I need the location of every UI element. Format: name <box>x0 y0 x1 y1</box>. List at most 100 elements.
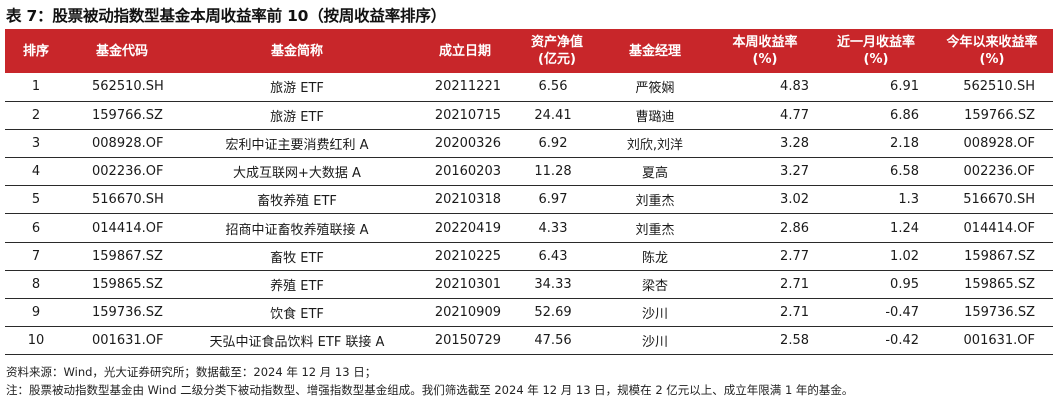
cell-manager: 刘重杰 <box>635 222 675 238</box>
cell-month-return: 6.58 <box>890 164 919 180</box>
cell-nav: 6.56 <box>538 79 568 95</box>
cell-code: 008928.OF <box>92 135 164 151</box>
cell-nav: 52.69 <box>534 305 572 321</box>
cell-manager: 曹璐迪 <box>635 109 675 125</box>
table-row: 7 159867.SZ 畜牧 ETF 20210225 6.43 陈龙 2.77 1.02 15… <box>5 242 1053 271</box>
cell-name: 旅游 ETF <box>270 109 324 125</box>
cell-rank: 5 <box>31 192 41 208</box>
cell-date: 20210225 <box>434 248 501 264</box>
methodology-note: 注：股票被动指数型基金由 Wind 二级分类下被动指数型、增强指数型基金组成。我… <box>6 383 854 397</box>
header-code: 基金代码 <box>95 43 148 59</box>
cell-week-return: 4.77 <box>780 107 809 123</box>
cell-code: 014414.OF <box>92 220 164 236</box>
cell-date: 20160203 <box>434 164 501 180</box>
cell-rank: 2 <box>31 107 41 123</box>
cell-month-return: 0.95 <box>890 276 919 292</box>
cell-nav: 11.28 <box>534 164 572 180</box>
cell-rank: 7 <box>31 248 41 264</box>
cell-manager: 刘重杰 <box>635 194 675 210</box>
header-nav-line2: (亿元) <box>538 52 576 67</box>
cell-ytd-return: 159865.SZ <box>964 276 1035 292</box>
cell-code: 159867.SZ <box>92 248 163 264</box>
header-ytd-line2: (%) <box>979 52 1005 67</box>
footnotes: 资料来源：Wind，光大证券研究所；数据截至：2024 年 12 月 13 日；… <box>6 363 853 399</box>
cell-week-return: 2.77 <box>780 248 809 264</box>
cell-date: 20210715 <box>434 107 501 123</box>
cell-manager: 梁杏 <box>641 278 668 294</box>
cell-date: 20200326 <box>434 135 501 151</box>
cell-manager: 沙川 <box>641 307 668 323</box>
cell-month-return: 6.91 <box>890 79 919 95</box>
header-week-line2: (%) <box>752 52 778 67</box>
cell-name: 天弘中证食品饮料 ETF 联接 A <box>209 335 385 351</box>
cell-nav: 6.43 <box>538 248 568 264</box>
cell-name: 饮食 ETF <box>270 307 324 323</box>
header-ytd-line1: 今年以来收益率 <box>946 35 1038 50</box>
cell-rank: 9 <box>31 305 41 321</box>
header-week-line1: 本周收益率 <box>732 35 798 50</box>
header-date: 成立日期 <box>438 43 491 59</box>
header-week-return: 本周收益率 (%) <box>709 29 821 73</box>
cell-code: 516670.SH <box>92 192 164 208</box>
table-row: 5 516670.SH 畜牧养殖 ETF 20210318 6.97 刘重杰 3.02 1.3… <box>5 186 1053 214</box>
header-manager: 基金经理 <box>628 43 681 59</box>
cell-ytd-return: 159867.SZ <box>964 248 1035 264</box>
cell-nav: 47.56 <box>534 333 572 349</box>
table-row: 1 562510.SH 旅游 ETF 20211221 6.56 严筱娴 4.83 6.91 5… <box>5 73 1053 102</box>
cell-ytd-return: 002236.OF <box>963 164 1035 180</box>
table-body: 1 562510.SH 旅游 ETF 20211221 6.56 严筱娴 4.83 6.91 5… <box>5 73 1053 355</box>
table-row: 4 002236.OF 大成互联网+大数据 A 20160203 11.28 夏高 3.27… <box>5 158 1053 186</box>
cell-week-return: 2.58 <box>780 333 809 349</box>
cell-week-return: 3.27 <box>780 164 809 180</box>
cell-manager: 刘欣,刘洋 <box>626 137 684 153</box>
cell-ytd-return: 014414.OF <box>963 220 1035 236</box>
header-name: 基金简称 <box>270 43 323 59</box>
table-row: 10 001631.OF 天弘中证食品饮料 ETF 联接 A 20150729 47.5… <box>5 327 1053 355</box>
cell-date: 20150729 <box>434 333 501 349</box>
cell-nav: 34.33 <box>534 276 572 292</box>
table-row: 2 159766.SZ 旅游 ETF 20210715 24.41 曹璐迪 4.77 6.86… <box>5 101 1053 130</box>
cell-month-return: 1.3 <box>898 192 919 208</box>
header-rank: 排序 <box>22 43 49 59</box>
cell-name: 旅游 ETF <box>270 81 324 97</box>
cell-rank: 10 <box>27 333 45 349</box>
cell-manager: 严筱娴 <box>635 81 675 97</box>
cell-date: 20210318 <box>434 192 501 208</box>
cell-code: 562510.SH <box>92 79 164 95</box>
table-header-row: 排序 基金代码 基金简称 成立日期 资产净值 (亿元) 基金经理 本周收益率 (%)… <box>5 29 1053 73</box>
cell-name: 招商中证畜牧养殖联接 A <box>225 222 369 238</box>
cell-week-return: 3.02 <box>780 192 809 208</box>
cell-date: 20210909 <box>434 305 501 321</box>
cell-month-return: -0.42 <box>885 333 919 349</box>
header-month-line1: 近一月收益率 <box>836 35 915 50</box>
cell-nav: 6.92 <box>538 135 568 151</box>
cell-month-return: 6.86 <box>890 107 919 123</box>
cell-week-return: 4.83 <box>780 79 809 95</box>
header-month-line2: (%) <box>863 52 889 67</box>
table-row: 6 014414.OF 招商中证畜牧养殖联接 A 20220419 4.33 刘重杰 2.8… <box>5 214 1053 243</box>
cell-name: 大成互联网+大数据 A <box>233 166 361 182</box>
cell-rank: 4 <box>31 164 41 180</box>
cell-rank: 3 <box>31 135 41 151</box>
table-row: 9 159736.SZ 饮食 ETF 20210909 52.69 沙川 2.71 -0.47… <box>5 299 1053 327</box>
cell-rank: 8 <box>31 276 41 292</box>
cell-date: 20210301 <box>434 276 501 292</box>
cell-month-return: -0.47 <box>885 305 919 321</box>
cell-rank: 6 <box>31 220 41 236</box>
table-row: 8 159865.SZ 养殖 ETF 20210301 34.33 梁杏 2.71 0.95 1… <box>5 270 1053 299</box>
cell-ytd-return: 562510.SH <box>963 79 1035 95</box>
cell-nav: 4.33 <box>538 220 568 236</box>
cell-code: 159865.SZ <box>92 276 163 292</box>
cell-week-return: 3.28 <box>780 135 809 151</box>
cell-name: 畜牧 ETF <box>270 250 324 266</box>
cell-manager: 夏高 <box>641 166 668 182</box>
cell-month-return: 2.18 <box>890 135 919 151</box>
cell-nav: 6.97 <box>538 192 568 208</box>
cell-nav: 24.41 <box>534 107 572 123</box>
header-month-return: 近一月收益率 (%) <box>821 29 931 73</box>
cell-manager: 沙川 <box>641 335 668 351</box>
cell-ytd-return: 001631.OF <box>963 333 1035 349</box>
cell-week-return: 2.71 <box>780 305 809 321</box>
cell-week-return: 2.86 <box>780 220 809 236</box>
cell-ytd-return: 159736.SZ <box>964 305 1035 321</box>
